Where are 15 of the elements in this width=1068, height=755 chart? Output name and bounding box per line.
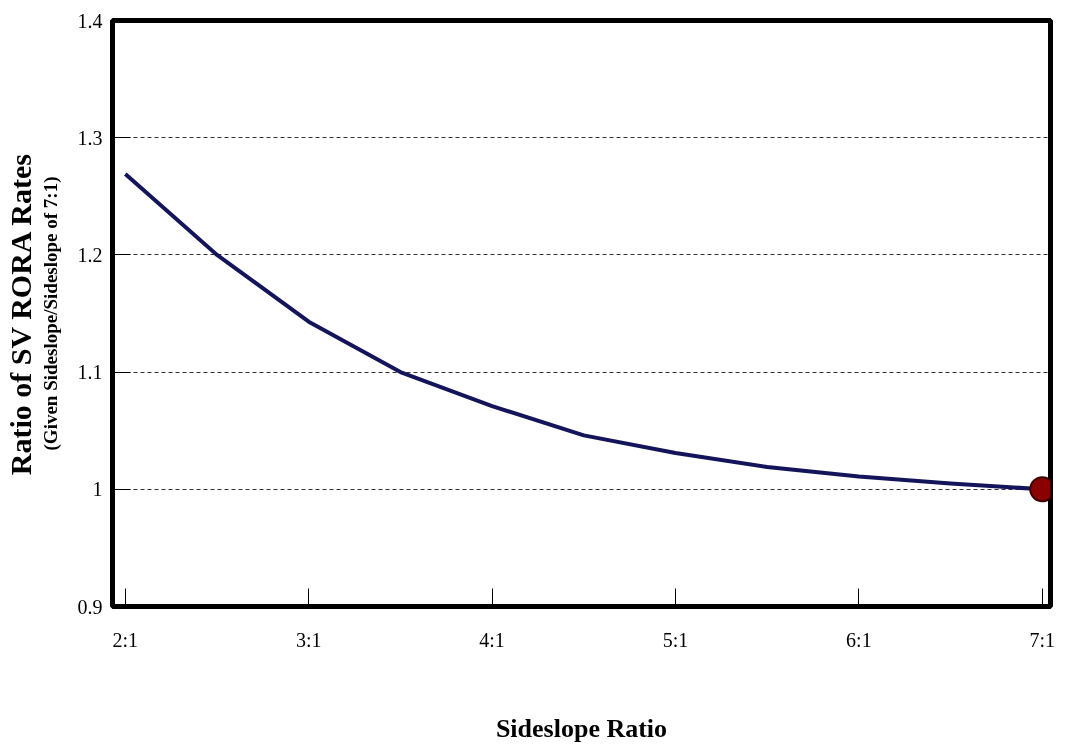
y-axis-title: Ratio of SV RORA Rates xyxy=(3,154,37,476)
x-tick-label: 2:1 xyxy=(112,628,139,651)
x-tick-label: 4:1 xyxy=(479,628,505,651)
y-tick-label: 1.1 xyxy=(77,361,103,384)
x-axis-title: Sideslope Ratio xyxy=(495,713,668,743)
x-tick-label: 7:1 xyxy=(1029,628,1056,651)
x-tick-label: 3:1 xyxy=(295,628,322,651)
y-tick-label: 1.4 xyxy=(77,9,103,32)
x-tick-label: 5:1 xyxy=(662,628,689,651)
y-tick-label: 1.2 xyxy=(77,243,103,266)
y-tick-label: 0.9 xyxy=(77,595,103,618)
x-tick-label: 6:1 xyxy=(846,628,872,651)
y-tick-label: 1 xyxy=(92,478,103,501)
text: (Given Sideslope/Sideslope of 7:1) xyxy=(39,176,62,451)
y-tick-label: 1.3 xyxy=(77,126,103,149)
